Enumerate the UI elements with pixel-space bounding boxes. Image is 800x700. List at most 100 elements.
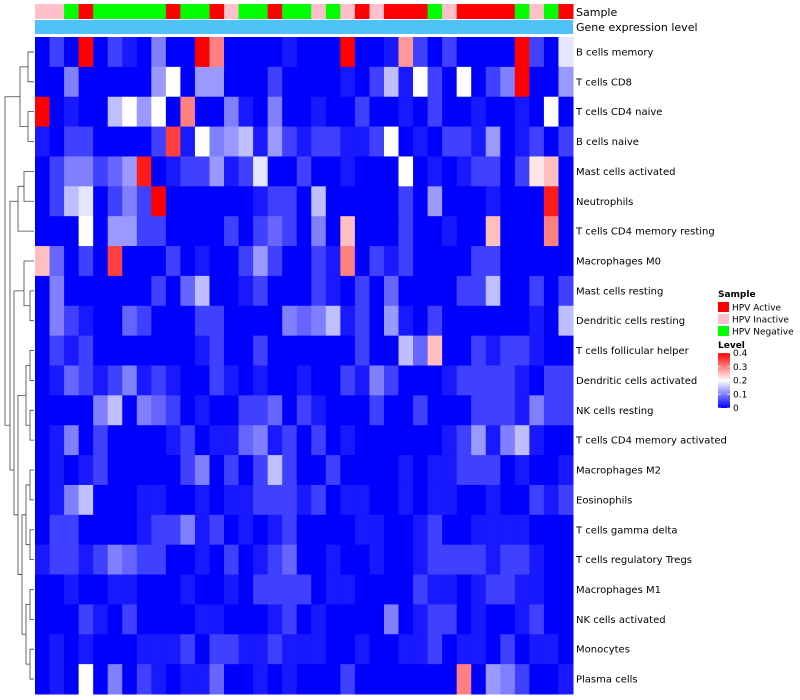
- heatmap-cell: [529, 395, 545, 426]
- heatmap-cell: [151, 604, 167, 635]
- heatmap-cell: [267, 634, 283, 665]
- sample-annotation-cell: [122, 4, 138, 19]
- heatmap-cell: [529, 156, 545, 187]
- heatmap-cell: [500, 37, 516, 68]
- heatmap-cell: [471, 66, 487, 98]
- heatmap-cell: [558, 395, 574, 426]
- heatmap-cell: [136, 96, 152, 128]
- heatmap-cell: [325, 604, 341, 635]
- heatmap-cell: [93, 246, 109, 277]
- row-label: Eosinophils: [576, 495, 632, 506]
- legend-sample-swatch: [718, 326, 729, 336]
- heatmap-cell: [107, 484, 123, 516]
- heatmap-cell: [383, 514, 400, 546]
- heatmap-cell: [122, 604, 138, 635]
- heatmap-cell: [35, 634, 51, 665]
- heatmap-cell: [64, 365, 80, 396]
- heatmap-cell: [383, 186, 400, 217]
- heatmap-cell: [442, 574, 458, 605]
- heatmap-cell: [49, 484, 65, 516]
- heatmap-cell: [78, 514, 94, 546]
- heatmap-cell: [514, 484, 530, 516]
- heatmap-cell: [253, 395, 269, 426]
- heatmap-cell: [311, 275, 327, 307]
- heatmap-cell: [282, 216, 298, 247]
- heatmap-cell: [267, 216, 283, 247]
- heatmap-cell: [529, 275, 545, 307]
- heatmap-cell: [442, 604, 458, 635]
- heatmap-cell: [78, 335, 94, 366]
- sample-annotation-cell: [529, 4, 545, 19]
- heatmap-cell: [325, 544, 341, 576]
- heatmap-cell: [136, 604, 152, 635]
- heatmap-cell: [456, 275, 472, 307]
- heatmap-cell: [49, 425, 65, 456]
- heatmap-cell: [442, 634, 458, 665]
- heatmap-cell: [442, 425, 458, 456]
- heatmap-cell: [471, 604, 487, 635]
- heatmap-cell: [354, 365, 370, 396]
- heatmap-cell: [369, 66, 385, 98]
- heatmap-cell: [485, 514, 501, 546]
- heatmap-cell: [325, 455, 341, 486]
- heatmap-cell: [267, 425, 283, 456]
- heatmap-cell: [558, 484, 574, 516]
- heatmap-cell: [194, 514, 210, 546]
- heatmap-cell: [529, 37, 545, 68]
- heatmap-cell: [340, 335, 356, 366]
- heatmap-cell: [64, 664, 80, 695]
- heatmap-cell: [398, 425, 414, 456]
- heatmap-cell: [136, 365, 152, 396]
- heatmap-cell: [224, 455, 240, 486]
- heatmap-cell: [398, 37, 414, 68]
- heatmap-cell: [238, 275, 254, 307]
- heatmap-cell: [311, 126, 327, 157]
- heatmap-cell: [485, 216, 501, 247]
- heatmap-cell: [165, 395, 181, 426]
- heatmap-cell: [282, 335, 298, 366]
- heatmap-cell: [35, 246, 51, 277]
- heatmap-cell: [529, 425, 545, 456]
- heatmap-cell: [500, 96, 516, 128]
- row-label: Neutrophils: [576, 197, 633, 208]
- heatmap-cell: [543, 395, 559, 426]
- heatmap-cell: [78, 395, 94, 426]
- heatmap-cell: [49, 216, 65, 247]
- heatmap-cell: [471, 664, 487, 695]
- sample-annotation-cell: [224, 4, 240, 19]
- heatmap-cell: [209, 335, 225, 366]
- heatmap-cell: [442, 514, 458, 546]
- heatmap-cell: [267, 96, 283, 128]
- heatmap-cell: [471, 126, 487, 157]
- heatmap-cell: [180, 574, 196, 605]
- heatmap-cell: [49, 574, 65, 605]
- heatmap-cell: [224, 425, 240, 456]
- heatmap-cell: [136, 216, 152, 247]
- heatmap-cell: [282, 96, 298, 128]
- heatmap-cell: [180, 156, 196, 187]
- heatmap-cell: [282, 574, 298, 605]
- heatmap-cell: [209, 634, 225, 665]
- heatmap-cell: [107, 544, 123, 576]
- heatmap-cell: [485, 664, 501, 695]
- heatmap-cell: [78, 37, 94, 68]
- heatmap-cell: [442, 216, 458, 247]
- dendrogram-link: [23, 260, 34, 307]
- sample-annotation-cell: [107, 4, 123, 19]
- row-label: T cells follicular helper: [575, 346, 690, 357]
- heatmap-cell: [122, 275, 138, 307]
- heatmap-cell: [325, 37, 341, 68]
- heatmap-cell: [383, 216, 400, 247]
- sample-annotation-cell: [165, 4, 181, 19]
- heatmap-cell: [64, 455, 80, 486]
- heatmap-cell: [165, 37, 181, 68]
- heatmap-cell: [311, 186, 327, 217]
- heatmap-cell: [427, 96, 443, 128]
- heatmap-cell: [49, 186, 65, 217]
- heatmap-cell: [514, 37, 530, 68]
- heatmap-cell: [369, 305, 385, 337]
- heatmap-cell: [296, 664, 312, 695]
- heatmap-cell: [325, 395, 341, 426]
- heatmap-cell: [49, 37, 65, 68]
- heatmap-cell: [180, 126, 196, 157]
